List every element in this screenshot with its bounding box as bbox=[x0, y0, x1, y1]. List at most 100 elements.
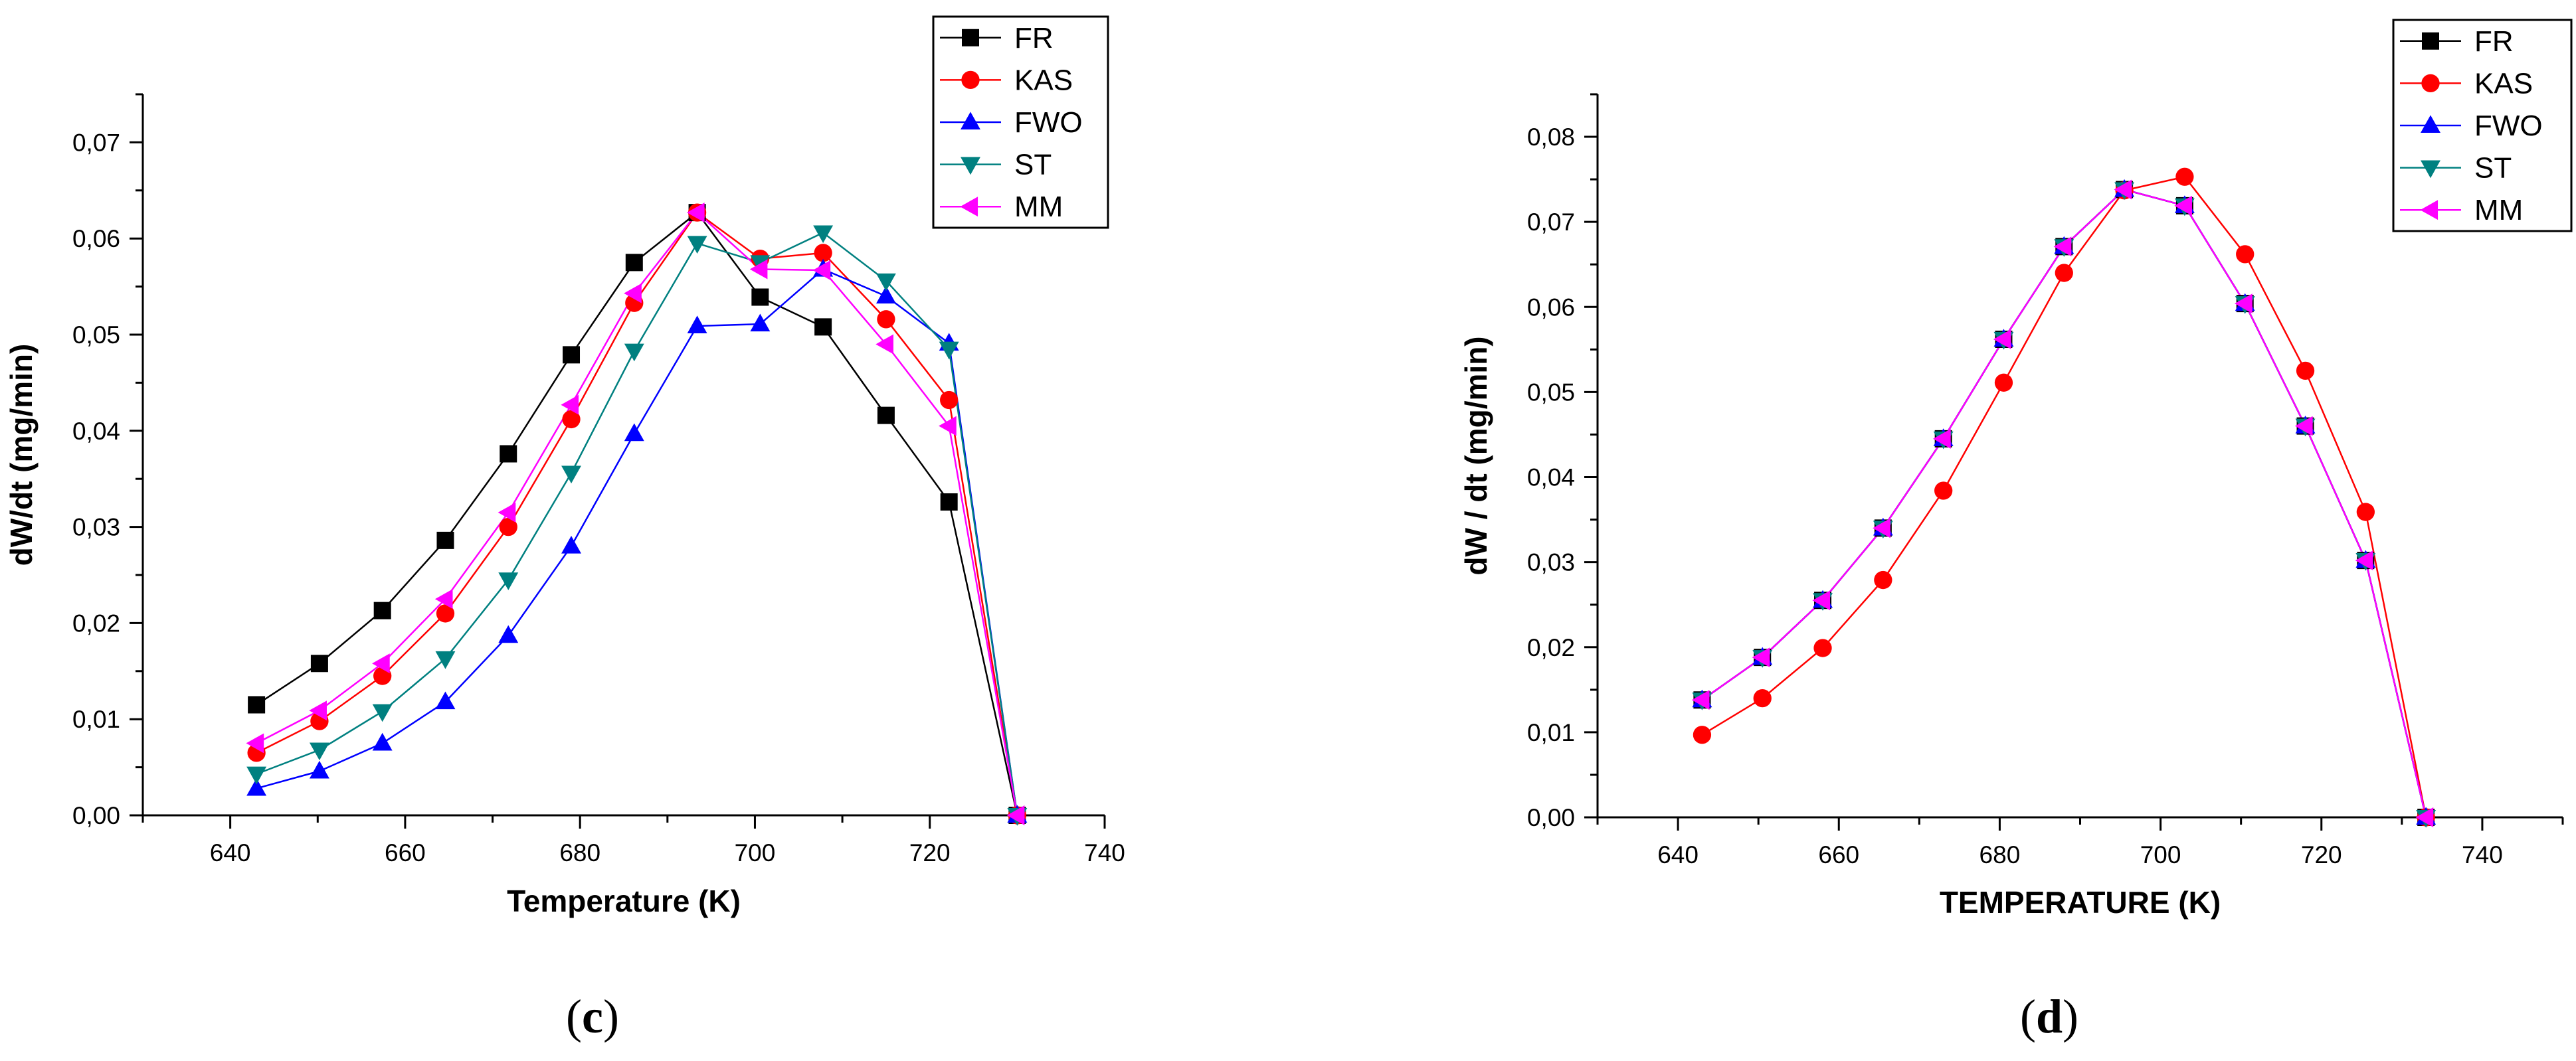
x-tick-label: 680 bbox=[1979, 841, 2021, 868]
legend-marker-kas bbox=[2421, 74, 2440, 93]
legend-marker-kas bbox=[961, 70, 980, 90]
data-point-mm bbox=[498, 502, 516, 523]
data-point-st bbox=[875, 273, 896, 291]
data-point-mm bbox=[434, 589, 453, 610]
data-point-fwo bbox=[309, 760, 329, 779]
legend-label-fr: FR bbox=[2474, 25, 2514, 58]
data-point-mm bbox=[561, 394, 579, 415]
data-point-mm bbox=[939, 416, 957, 436]
data-point-kas bbox=[814, 244, 832, 262]
y-tick-label: 0,08 bbox=[1527, 123, 1575, 151]
legend-label-kas: KAS bbox=[2474, 67, 2533, 100]
data-point-mm bbox=[1691, 690, 1710, 710]
data-point-st bbox=[561, 465, 581, 484]
x-tick-label: 720 bbox=[2301, 841, 2342, 868]
data-point-st bbox=[309, 742, 329, 761]
legend-label-st: ST bbox=[1014, 149, 1052, 181]
x-tick-label: 660 bbox=[1818, 841, 1859, 868]
chart-c: 640 660 680 700 720 740 0,00 0,01 0,02 0,03 0,04 0,… bbox=[4, 15, 1125, 1043]
data-point-mm bbox=[812, 260, 831, 280]
data-point-fwo bbox=[624, 423, 644, 442]
data-point-fr bbox=[877, 406, 895, 424]
data-point-mm bbox=[749, 259, 768, 280]
data-point-kas bbox=[1934, 481, 1953, 500]
data-point-mm bbox=[2174, 195, 2192, 216]
legend: FR KAS FWO ST MM bbox=[2392, 19, 2573, 232]
x-tick-label: 640 bbox=[1657, 841, 1699, 868]
legend-marker-fr bbox=[2422, 32, 2439, 50]
data-point-fr bbox=[751, 288, 769, 306]
series-line-mm bbox=[1701, 189, 2427, 818]
data-point-mm bbox=[1812, 590, 1831, 611]
data-point-mm bbox=[624, 283, 642, 303]
legend-label-kas: KAS bbox=[1014, 64, 1073, 96]
data-point-mm bbox=[875, 334, 893, 355]
data-point-st bbox=[372, 704, 393, 722]
y-tick-label: 0,00 bbox=[72, 802, 120, 829]
x-axis-title: Temperature (K) bbox=[507, 884, 741, 918]
y-tick-label: 0,02 bbox=[72, 610, 120, 637]
data-point-st bbox=[624, 343, 644, 362]
y-tick-label: 0,01 bbox=[1527, 719, 1575, 746]
data-point-mm bbox=[246, 733, 264, 754]
data-point-kas bbox=[2175, 167, 2194, 186]
y-tick-label: 0,07 bbox=[72, 129, 120, 156]
data-point-kas bbox=[499, 517, 517, 536]
data-point-fwo bbox=[875, 286, 896, 304]
data-point-fr bbox=[310, 655, 328, 673]
data-point-st bbox=[246, 766, 267, 785]
data-point-fr bbox=[248, 696, 266, 714]
y-tick-label: 0,05 bbox=[72, 321, 120, 349]
data-point-fwo bbox=[750, 313, 771, 332]
data-point-fr bbox=[563, 346, 581, 364]
legend-marker-mm bbox=[960, 197, 978, 217]
data-point-kas bbox=[2356, 503, 2375, 521]
data-point-st bbox=[939, 341, 959, 360]
data-point-kas bbox=[2236, 245, 2254, 264]
data-point-kas bbox=[436, 604, 455, 623]
y-tick-label: 0,07 bbox=[1527, 208, 1575, 236]
y-tick-label: 0,02 bbox=[1527, 634, 1575, 661]
legend: FR KAS FWO ST MM bbox=[932, 15, 1109, 229]
chart-d: 640 660 680 700 720 740 0,00 0,01 0,02 0,03 0,04 0,… bbox=[1459, 19, 2573, 1043]
y-tick-label: 0,03 bbox=[72, 514, 120, 541]
legend-marker-fwo bbox=[961, 112, 980, 130]
data-point-fr bbox=[814, 318, 832, 336]
y-tick-label: 0,01 bbox=[72, 706, 120, 733]
data-point-mm bbox=[1006, 805, 1025, 825]
data-point-st bbox=[498, 572, 519, 590]
series-line-st bbox=[256, 232, 1018, 816]
x-tick-label: 680 bbox=[559, 839, 600, 866]
x-tick-label: 740 bbox=[2462, 841, 2503, 868]
data-point-kas bbox=[940, 390, 959, 410]
data-point-mm bbox=[2053, 236, 2072, 257]
panel-label-d: (d) bbox=[2020, 990, 2078, 1043]
y-axis-title: dW/dt (mg/min) bbox=[4, 344, 39, 566]
data-point-fr bbox=[625, 254, 643, 272]
data-point-fwo bbox=[498, 625, 519, 643]
x-tick-label: 700 bbox=[735, 839, 776, 866]
series-line-fr bbox=[1701, 189, 2427, 818]
data-point-mm bbox=[372, 653, 390, 674]
data-point-fr bbox=[436, 531, 454, 549]
data-point-kas bbox=[1994, 373, 2013, 392]
legend-label-mm: MM bbox=[2474, 194, 2523, 226]
data-point-fwo bbox=[687, 315, 707, 334]
x-tick-label: 660 bbox=[385, 839, 426, 866]
series-line-st bbox=[1701, 189, 2427, 818]
data-point-fwo bbox=[246, 777, 267, 796]
x-tick-label: 640 bbox=[210, 839, 251, 866]
series-line-fwo bbox=[1701, 189, 2427, 818]
y-axis-title: dW / dt (mg/min) bbox=[1459, 336, 1493, 575]
y-tick-label: 0,06 bbox=[1527, 293, 1575, 321]
legend-marker-st bbox=[2421, 160, 2440, 179]
data-point-mm bbox=[2355, 550, 2373, 571]
data-point-kas bbox=[1693, 726, 1712, 744]
data-point-fwo bbox=[561, 535, 581, 554]
data-point-kas bbox=[877, 310, 895, 329]
data-point-kas bbox=[562, 410, 581, 429]
data-point-kas bbox=[2296, 361, 2315, 380]
data-point-mm bbox=[1993, 329, 2011, 349]
legend-label-fwo: FWO bbox=[1014, 106, 1083, 139]
